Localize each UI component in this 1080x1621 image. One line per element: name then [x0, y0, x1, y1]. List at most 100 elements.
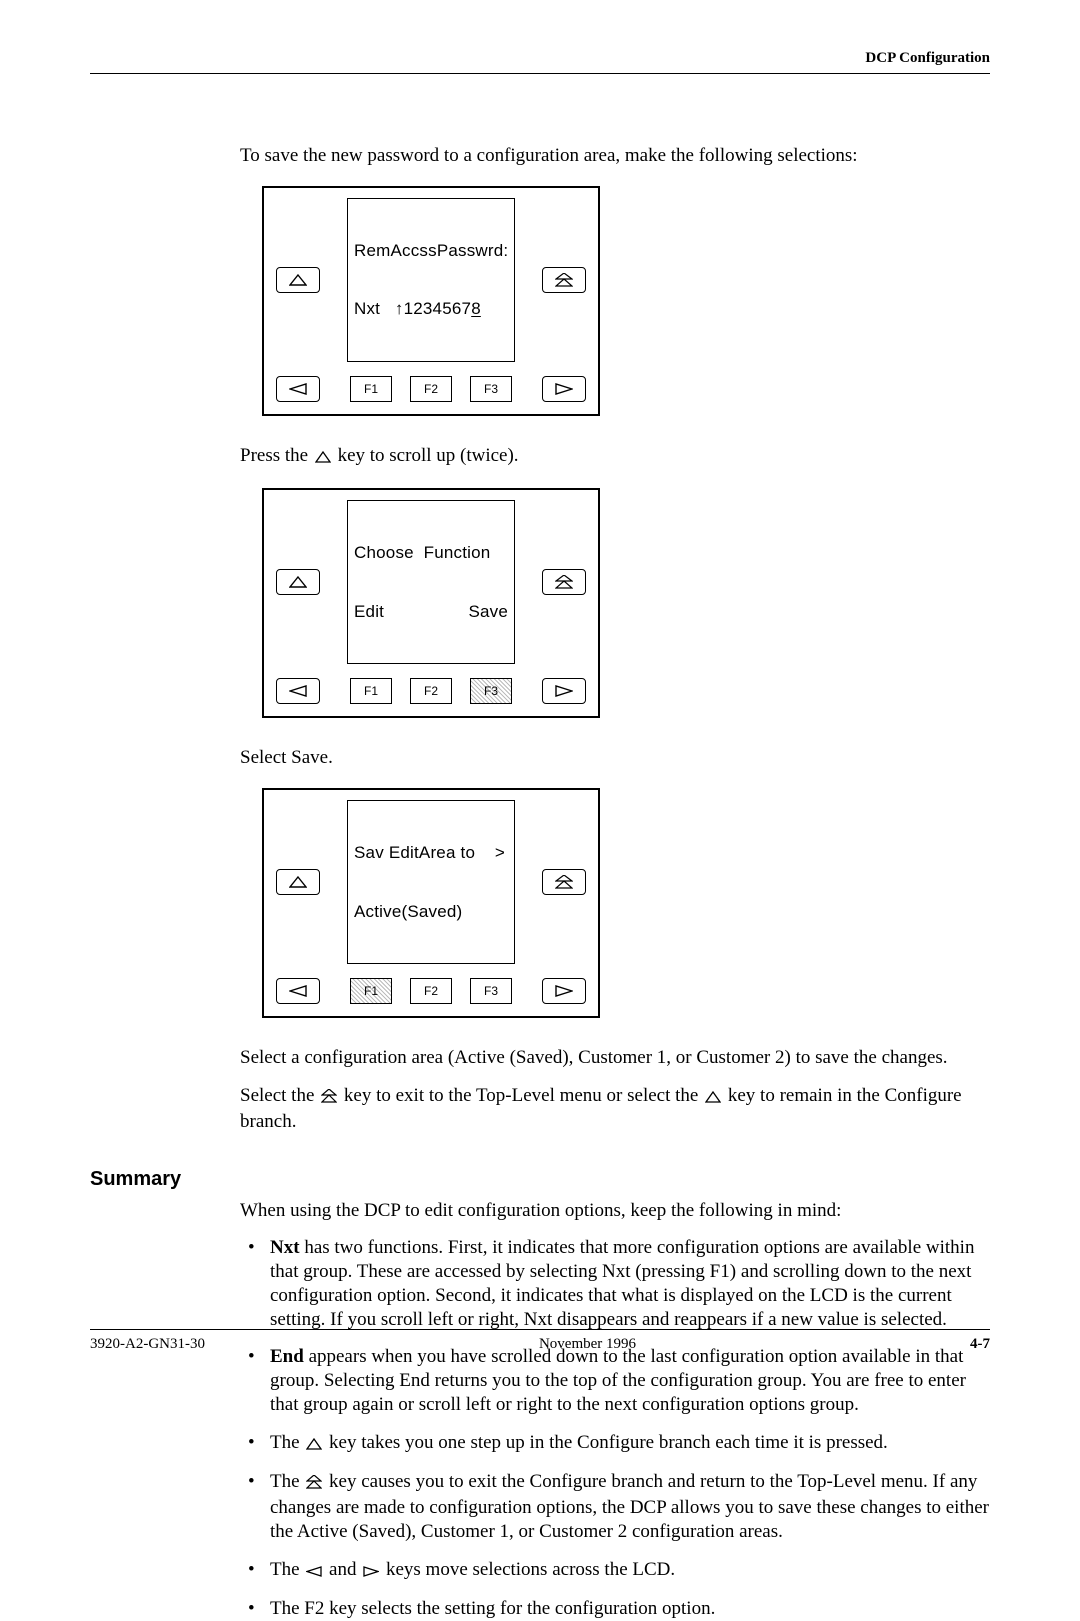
f2-key[interactable]: F2	[410, 678, 452, 704]
lcd-top-row: RemAccssPasswrd: Nxt ↑12345678	[276, 198, 586, 362]
text-span: The	[270, 1471, 304, 1492]
left-key[interactable]	[276, 978, 320, 1004]
up-key[interactable]	[276, 267, 320, 293]
intro-text: To save the new password to a configurat…	[240, 144, 990, 168]
f3-key[interactable]: F3	[470, 978, 512, 1004]
text-span: keys move selections across the LCD.	[381, 1559, 675, 1580]
f2-key[interactable]: F2	[410, 376, 452, 402]
double-triangle-up-icon	[555, 875, 573, 889]
lcd-screen: Choose Function Edit Save	[347, 500, 515, 664]
lcd-fn-row: F1 F2 F3	[276, 978, 586, 1004]
lcd-panel-1: RemAccssPasswrd: Nxt ↑12345678 F1 F2	[262, 186, 600, 416]
text-span: key causes you to exit the Configure bra…	[270, 1471, 989, 1542]
select-line: Select the key to exit to the Top-Level …	[240, 1084, 990, 1134]
triangle-up-icon	[289, 576, 307, 588]
bold-term: Nxt	[270, 1237, 300, 1258]
triangle-up-icon	[306, 1433, 322, 1457]
double-triangle-up-icon	[555, 575, 573, 589]
left-key[interactable]	[276, 376, 320, 402]
lcd-screen: RemAccssPasswrd: Nxt ↑12345678	[347, 198, 515, 362]
double-triangle-up-icon	[555, 273, 573, 287]
list-item: The key causes you to exit the Configure…	[240, 1470, 990, 1543]
double-triangle-up-icon	[321, 1086, 337, 1110]
text-span: appears when you have scrolled down to t…	[270, 1346, 966, 1415]
text-span: The	[270, 1432, 304, 1453]
up-double-key[interactable]	[542, 869, 586, 895]
text-span: has two functions. First, it indicates t…	[270, 1237, 974, 1329]
lcd-fn-row: F1 F2 F3	[276, 376, 586, 402]
up-key[interactable]	[276, 569, 320, 595]
f1-key[interactable]: F1	[350, 678, 392, 704]
left-key[interactable]	[276, 678, 320, 704]
list-item: The key takes you one step up in the Con…	[240, 1431, 990, 1457]
fn-key-group: F1 F2 F3	[347, 376, 515, 402]
f2-key[interactable]: F2	[410, 978, 452, 1004]
lcd-top-row: Choose Function Edit Save	[276, 500, 586, 664]
triangle-left-icon	[289, 383, 307, 395]
f3-key[interactable]: F3	[470, 376, 512, 402]
body-column: To save the new password to a configurat…	[240, 144, 990, 1134]
summary-intro: When using the DCP to edit configuration…	[240, 1199, 990, 1223]
lcd-top-row: Sav EditArea to > Active(Saved)	[276, 800, 586, 964]
triangle-right-icon	[363, 1560, 379, 1584]
up-double-key[interactable]	[542, 267, 586, 293]
lcd-fn-row: F1 F2 F3	[276, 678, 586, 704]
lcd-line2: Active(Saved)	[354, 902, 508, 922]
text-span: The	[270, 1559, 304, 1580]
list-item: The and keys move selections across the …	[240, 1558, 990, 1584]
lcd-panel-2: Choose Function EditSave F1 F2 F	[262, 488, 600, 718]
triangle-left-icon	[306, 1560, 322, 1584]
lcd-line2-left: Edit	[354, 602, 384, 622]
triangle-up-icon	[289, 876, 307, 888]
footer-right: 4-7	[970, 1336, 990, 1353]
double-triangle-up-icon	[306, 1472, 322, 1496]
triangle-right-icon	[555, 985, 573, 997]
page-footer: 3920-A2-GN31-30 November 1996 4-7	[90, 1329, 990, 1353]
f1-key[interactable]: F1	[350, 978, 392, 1004]
triangle-up-icon	[315, 446, 331, 470]
lcd-panel-3: Sav EditArea to > Active(Saved) F1 F2	[262, 788, 600, 1018]
list-item: Nxt has two functions. First, it indicat…	[240, 1236, 990, 1331]
footer-center: November 1996	[539, 1336, 636, 1353]
fn-key-group: F1 F2 F3	[347, 978, 515, 1004]
summary-list: Nxt has two functions. First, it indicat…	[240, 1236, 990, 1621]
running-header: DCP Configuration	[90, 50, 990, 74]
triangle-left-icon	[289, 985, 307, 997]
triangle-up-icon	[705, 1086, 721, 1110]
lcd-line2: Nxt ↑12345678	[354, 299, 508, 319]
lcd-line2-right: Save	[468, 602, 508, 622]
triangle-right-icon	[555, 685, 573, 697]
fn-key-group: F1 F2 F3	[347, 678, 515, 704]
after-panel2: Select Save.	[240, 746, 990, 770]
footer-left: 3920-A2-GN31-30	[90, 1336, 205, 1353]
summary-heading: Summary	[90, 1168, 990, 1191]
after-panel3: Select a configuration area (Active (Sav…	[240, 1046, 990, 1070]
triangle-left-icon	[289, 685, 307, 697]
lcd-line1: RemAccssPasswrd:	[354, 241, 508, 261]
text-span: key to scroll up (twice).	[333, 445, 519, 466]
f1-key[interactable]: F1	[350, 376, 392, 402]
text-span: key to exit to the Top-Level menu or sel…	[339, 1085, 703, 1106]
text-span: and	[324, 1559, 361, 1580]
up-key[interactable]	[276, 869, 320, 895]
lcd-line2-left: Nxt	[354, 299, 380, 318]
text-span: Select the	[240, 1085, 319, 1106]
lcd-cursor-char: 8	[471, 299, 481, 318]
text-span: Press the	[240, 445, 313, 466]
lcd-line1: Choose Function	[354, 543, 508, 563]
up-double-key[interactable]	[542, 569, 586, 595]
after-panel1: Press the key to scroll up (twice).	[240, 444, 990, 470]
summary-column: When using the DCP to edit configuration…	[240, 1199, 990, 1621]
lcd-line1: Sav EditArea to >	[354, 843, 508, 863]
text-span: key takes you one step up in the Configu…	[324, 1432, 888, 1453]
triangle-up-icon	[289, 274, 307, 286]
right-key[interactable]	[542, 376, 586, 402]
right-key[interactable]	[542, 678, 586, 704]
right-key[interactable]	[542, 978, 586, 1004]
lcd-line2-val: ↑1234567	[395, 299, 471, 318]
list-item: The F2 key selects the setting for the c…	[240, 1597, 990, 1621]
lcd-line2: Edit Save	[354, 602, 508, 622]
f3-key[interactable]: F3	[470, 678, 512, 704]
page: DCP Configuration To save the new passwo…	[0, 0, 1080, 1397]
list-item: End appears when you have scrolled down …	[240, 1345, 990, 1416]
